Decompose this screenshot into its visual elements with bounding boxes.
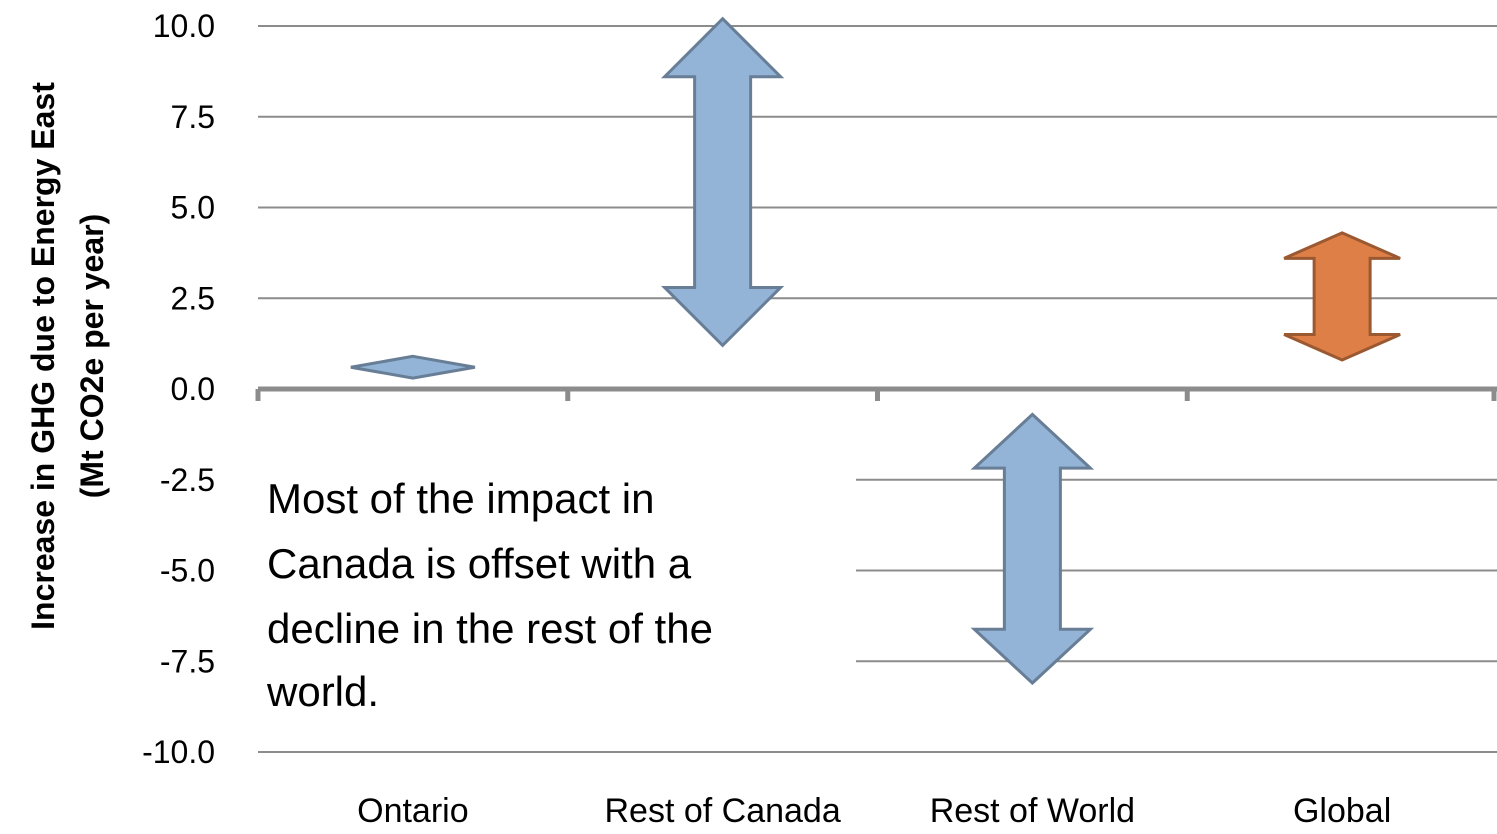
y-tick-label-0: 10.0 [153,8,215,44]
annotation-line-1: Most of the impact in [267,475,655,522]
range-arrow-rest-of-canada [661,16,785,348]
y-axis-tick-labels: 10.0 7.5 5.0 2.5 0.0 -2.5 -5.0 -7.5 -10.0 [142,8,215,770]
annotation-line-2: Canada is offset with a [267,540,692,587]
y-axis-title-line-1: Increase in GHG due to Energy East [25,82,61,630]
x-category-label-3: Global [1293,792,1391,829]
y-tick-label-2: 5.0 [171,190,215,226]
x-axis-category-labels: Ontario Rest of Canada Rest of World Global [357,792,1391,830]
annotation-line-3: decline in the rest of the [267,605,713,652]
y-tick-label-3: 2.5 [171,280,215,316]
range-arrow-ontario [350,354,476,380]
annotation-line-4: world. [266,668,379,715]
x-category-label-2: Rest of World [930,792,1135,829]
gridlines [258,25,1497,753]
range-arrow-rest-of-world [970,412,1095,686]
annotation-note: Most of the impact in Canada is offset w… [266,475,713,715]
x-category-label-1: Rest of Canada [604,792,840,829]
y-axis-title: Increase in GHG due to Energy East (Mt C… [25,82,110,630]
y-tick-label-8: -10.0 [142,734,215,770]
y-tick-label-5: -2.5 [160,462,215,498]
range-arrows [350,16,1401,686]
y-axis-title-line-2: (Mt CO2e per year) [74,214,110,499]
y-tick-label-6: -5.0 [160,553,215,589]
x-axis [255,386,1497,401]
x-category-label-0: Ontario [357,792,469,829]
y-tick-label-7: -7.5 [160,643,215,679]
y-tick-label-1: 7.5 [171,99,215,135]
range-arrow-global [1283,231,1401,362]
y-tick-label-4: 0.0 [171,371,215,407]
